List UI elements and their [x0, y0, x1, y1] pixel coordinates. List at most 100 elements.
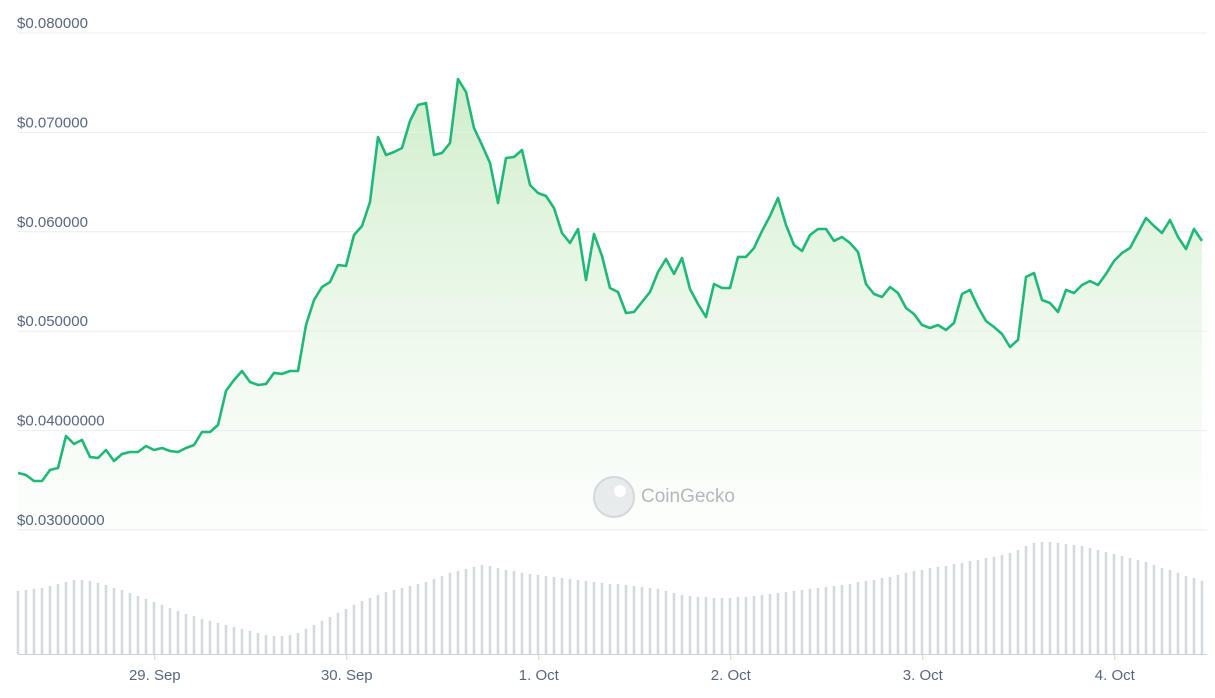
- volume-bar: [72, 580, 76, 654]
- volume-bar: [992, 557, 996, 654]
- volume-bar: [736, 597, 740, 654]
- volume-bar: [272, 636, 276, 654]
- volume-bar: [960, 563, 964, 654]
- volume-bar: [504, 570, 508, 654]
- watermark-eye: [614, 485, 626, 497]
- volume-bar: [1056, 543, 1060, 654]
- volume-bar: [576, 580, 580, 654]
- volume-bar: [808, 589, 812, 654]
- volume-bar: [128, 593, 132, 654]
- volume-bar: [528, 574, 532, 654]
- y-tick-label: $0.070000: [17, 114, 88, 131]
- x-tick-label: 3. Oct: [903, 667, 944, 684]
- y-tick-label: $0.050000: [17, 313, 88, 330]
- volume-bar: [848, 584, 852, 654]
- volume-bar: [120, 590, 124, 654]
- volume-bar: [704, 597, 708, 654]
- volume-bar: [136, 596, 140, 654]
- volume-bar: [304, 629, 308, 654]
- volume-bar: [1024, 546, 1028, 654]
- volume-bar: [784, 592, 788, 654]
- volume-bar: [800, 590, 804, 654]
- volume-bar: [696, 597, 700, 654]
- volume-bar: [488, 566, 492, 654]
- volume-bar: [232, 627, 236, 654]
- volume-bar: [80, 580, 84, 654]
- volume-bar: [352, 605, 356, 654]
- y-tick-label: $0.080000: [17, 15, 88, 32]
- price-line: [17, 77, 1204, 483]
- volume-bar: [424, 582, 428, 654]
- volume-bar: [912, 571, 916, 654]
- volume-bar: [712, 598, 716, 654]
- y-tick-label: $0.04000000: [17, 413, 105, 430]
- volume-bar: [552, 577, 556, 654]
- volume-bar: [608, 584, 612, 654]
- volume-bar: [832, 586, 836, 654]
- volume-bar: [216, 623, 220, 654]
- volume-bar: [1136, 560, 1140, 654]
- volume-bar: [344, 609, 348, 654]
- volume-bar: [1192, 578, 1196, 654]
- volume-bar: [264, 635, 268, 654]
- volume-bar: [672, 593, 676, 654]
- volume-bar: [864, 581, 868, 654]
- volume-bar: [1160, 568, 1164, 654]
- y-tick-label: $0.03000000: [17, 512, 105, 529]
- volume-bar: [976, 560, 980, 654]
- volume-bar: [40, 588, 44, 654]
- volume-bar: [896, 575, 900, 654]
- volume-bar: [728, 598, 732, 654]
- volume-bar: [1000, 555, 1004, 654]
- volume-bar: [936, 567, 940, 654]
- volume-bar: [1176, 573, 1180, 654]
- volume-bar: [440, 576, 444, 654]
- volume-bar: [1120, 556, 1124, 654]
- volume-bar: [888, 577, 892, 654]
- volume-bar: [752, 596, 756, 654]
- volume-bar: [360, 601, 364, 654]
- volume-bar: [456, 571, 460, 654]
- volume-bar: [392, 590, 396, 654]
- x-tick-label: 30. Sep: [321, 667, 373, 684]
- volume-bar: [472, 567, 476, 654]
- x-tick-label: 4. Oct: [1095, 667, 1136, 684]
- volume-bar: [760, 595, 764, 654]
- volume-bar: [336, 613, 340, 654]
- volume-bar: [288, 635, 292, 654]
- volume-bar: [568, 579, 572, 654]
- volume-bar: [200, 619, 204, 654]
- volume-bar: [160, 605, 164, 654]
- volume-bar: [688, 596, 692, 654]
- volume-bar: [400, 588, 404, 654]
- volume-bar: [536, 575, 540, 654]
- volume-bar: [544, 576, 548, 654]
- volume-bar: [928, 568, 932, 654]
- volume-bar: [984, 558, 988, 654]
- volume-bar: [104, 585, 108, 654]
- volume-bar: [512, 571, 516, 654]
- volume-bar: [856, 582, 860, 654]
- volume-bar: [880, 578, 884, 654]
- volume-bar: [600, 583, 604, 654]
- volume-bar: [1008, 553, 1012, 654]
- volume-bar: [312, 625, 316, 654]
- volume-bar: [1032, 543, 1036, 654]
- volume-bar: [1128, 558, 1132, 654]
- volume-bar: [944, 566, 948, 654]
- volume-bar: [1184, 576, 1188, 654]
- volume-bar: [256, 633, 260, 654]
- volume-bar: [480, 565, 484, 654]
- volume-bar: [24, 590, 28, 654]
- volume-bar: [656, 589, 660, 654]
- volume-bar: [112, 588, 116, 654]
- volume-bar: [776, 593, 780, 654]
- volume-bar: [496, 568, 500, 654]
- volume-bar: [152, 602, 156, 654]
- volume-bar: [1072, 545, 1076, 654]
- volume-bar: [1016, 550, 1020, 654]
- volume-bar: [368, 598, 372, 654]
- volume-bar: [952, 564, 956, 654]
- volume-bar: [592, 582, 596, 654]
- area-fill: [18, 79, 1202, 530]
